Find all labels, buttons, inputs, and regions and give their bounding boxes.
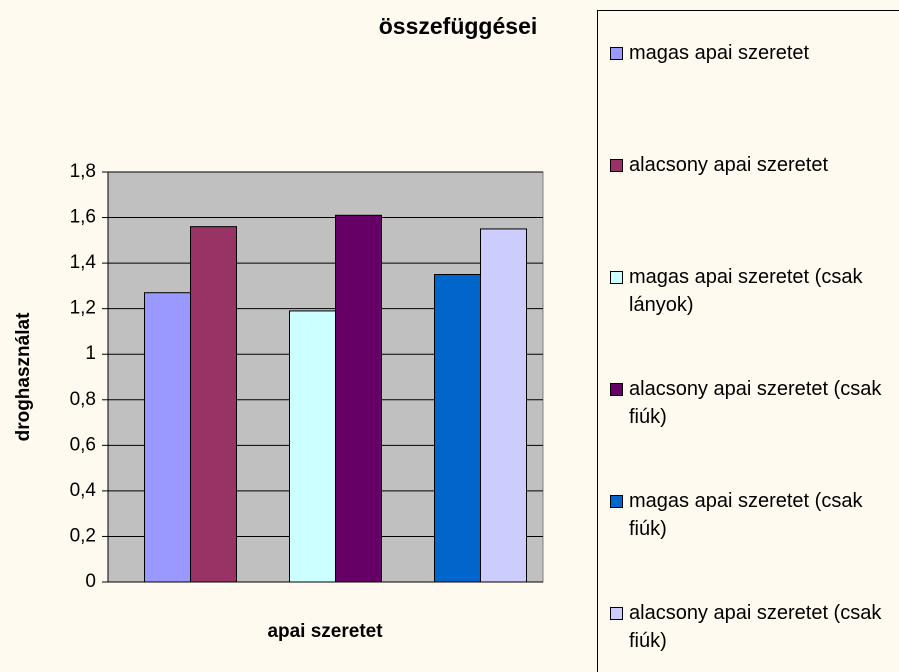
legend-swatch [610,495,623,508]
y-tick-label: 1 [85,343,96,364]
y-tick-label: 1,2 [70,298,96,319]
legend-label: alacsony apai szeretet (csak fiúk) [629,378,882,428]
x-axis-label: apai szeretet [267,621,383,642]
y-tick-label: 0 [85,571,96,592]
bar [144,292,191,583]
legend: magas apai szeretet alacsony apai szerete… [597,10,899,672]
legend-label: magas apai szeretet [629,42,810,64]
bar [335,214,382,583]
legend-swatch [610,271,623,284]
legend-entry: magas apai szeretet (csak fiúk) [610,487,897,543]
legend-label: magas apai szeretet (csak fiúk) [629,490,863,540]
legend-swatch [610,47,623,60]
legend-entry: alacsony apai szeretet [610,151,828,179]
legend-label: magas apai szeretet (csak lányok) [629,266,863,316]
y-tick-label: 1,6 [70,207,96,228]
bar [289,310,336,583]
bar [480,228,527,583]
y-tick-label: 0,4 [70,480,97,501]
bar [434,274,481,583]
y-tick-label: 0,2 [70,525,96,546]
legend-entry: magas apai szeretet (csak lányok) [610,263,897,319]
y-tick-label: 1,8 [70,161,96,182]
legend-label: alacsony apai szeretet (csak fiúk) [629,602,882,652]
legend-label: alacsony apai szeretet [629,154,829,176]
y-tick-label: 1,4 [70,252,97,273]
legend-entry: alacsony apai szeretet (csak fiúk) [610,375,897,431]
chart-title: összefüggései [379,13,538,39]
y-tick-label: 0,8 [70,389,96,410]
y-axis-label: droghasználat [13,312,34,441]
y-tick-label: 0,6 [70,434,96,455]
legend-swatch [610,383,623,396]
legend-swatch [610,607,623,620]
bar [190,226,237,583]
legend-entry: magas apai szeretet [610,39,809,67]
legend-entry: alacsony apai szeretet (csak fiúk) [610,599,897,655]
legend-swatch [610,159,623,172]
